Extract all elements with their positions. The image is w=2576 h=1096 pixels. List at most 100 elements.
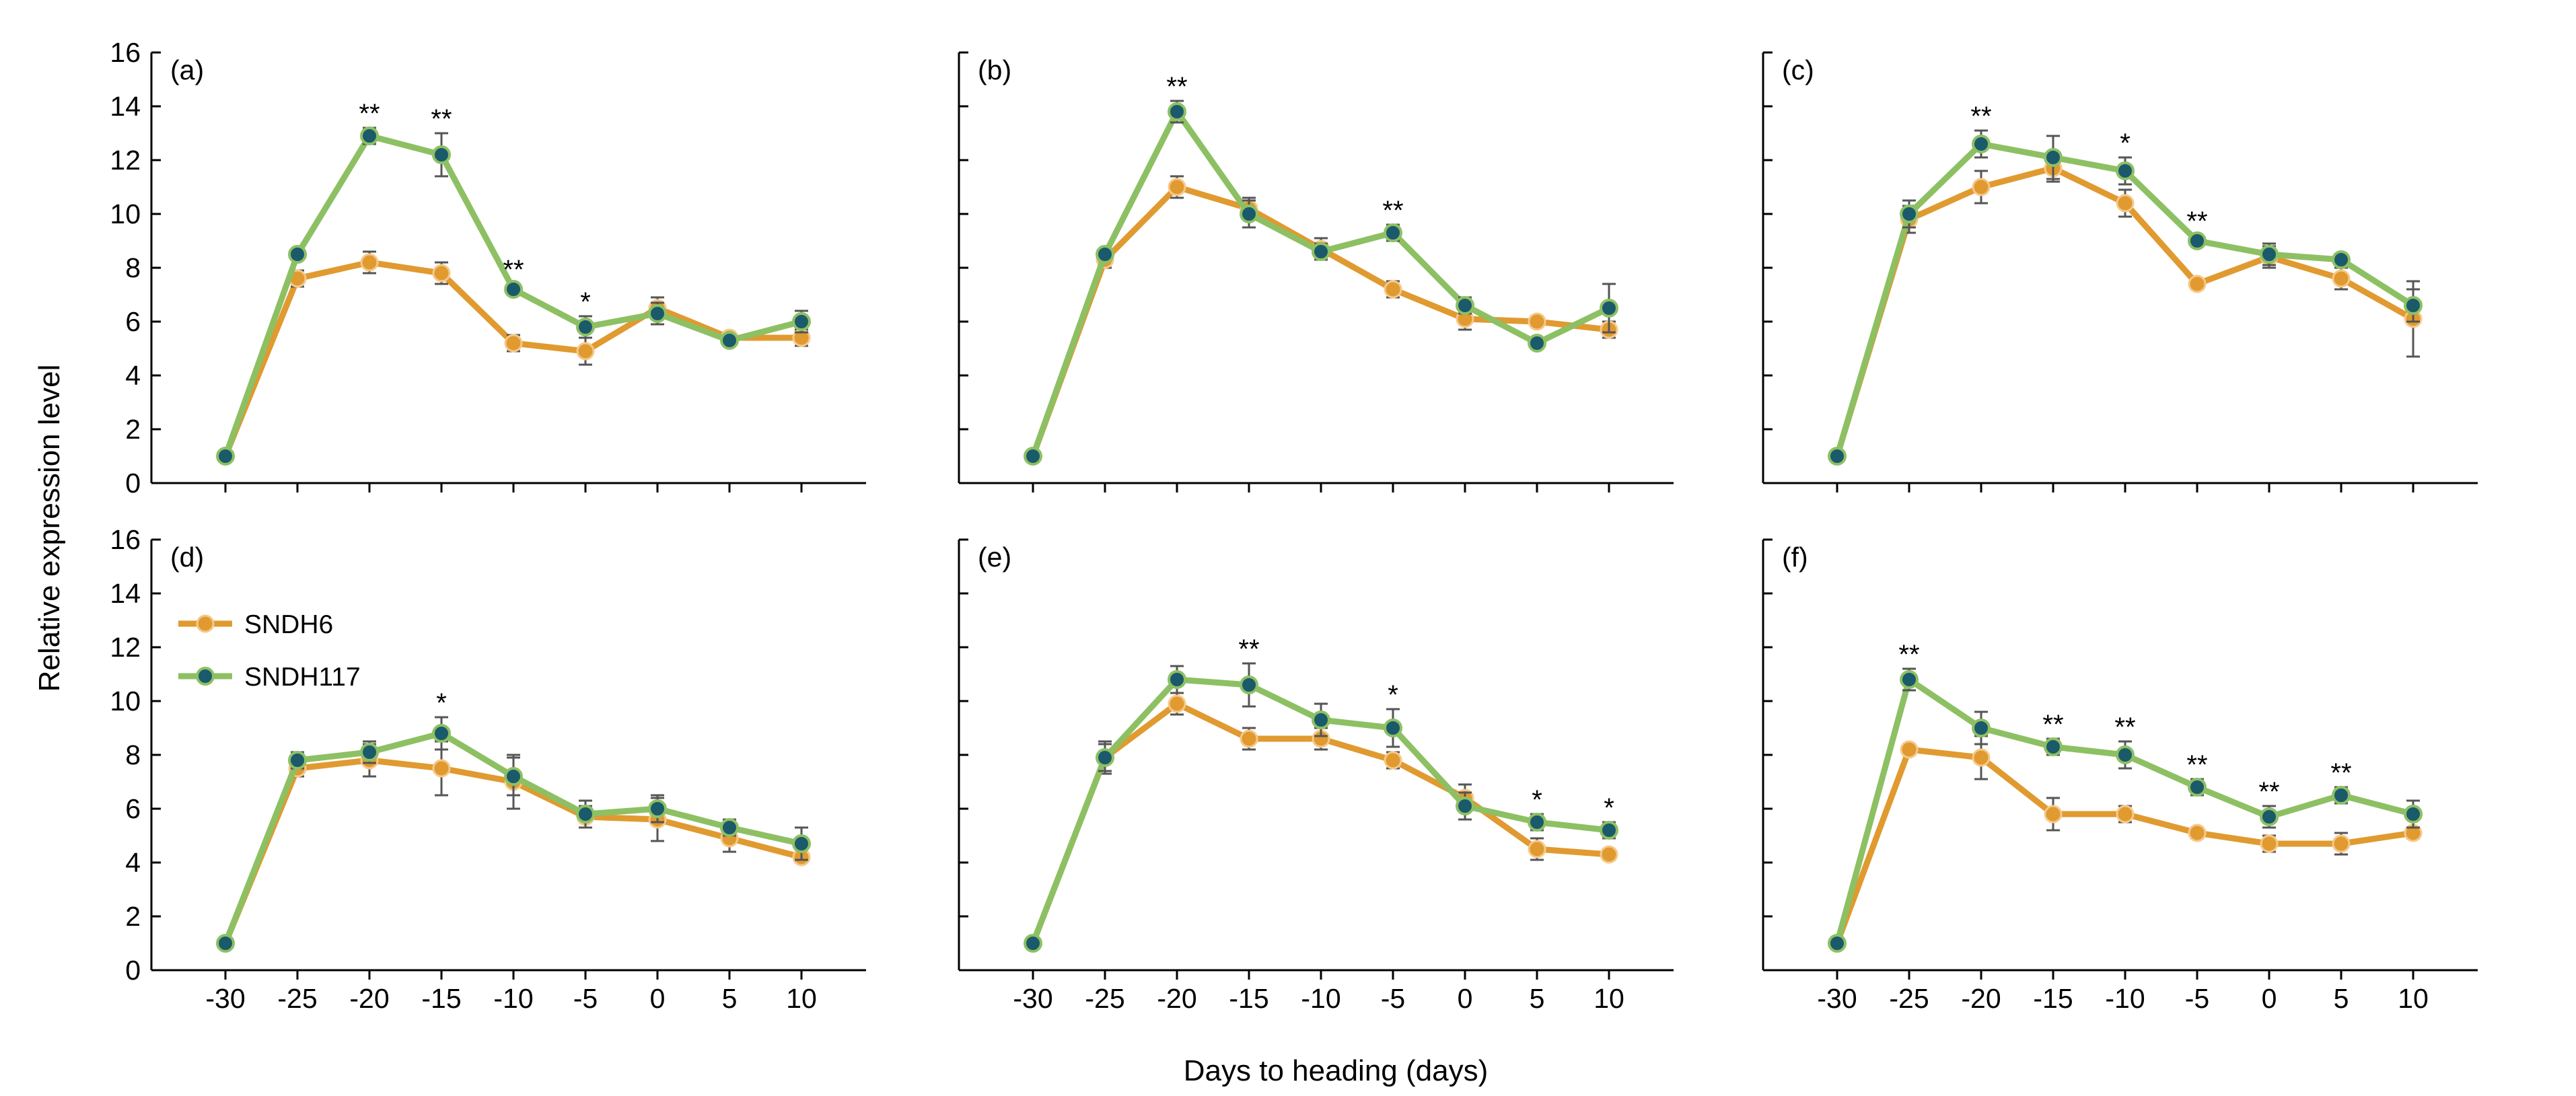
panel-label: (f) bbox=[1782, 542, 1808, 573]
point-sndh6 bbox=[2188, 275, 2207, 293]
point-sndh6 bbox=[2332, 269, 2351, 288]
y-tick-label: 4 bbox=[125, 360, 141, 391]
x-tick-label: -20 bbox=[349, 983, 389, 1014]
point-sndh117 bbox=[648, 304, 667, 323]
point-sndh6 bbox=[1600, 845, 1618, 864]
point-sndh6 bbox=[1168, 694, 1186, 713]
point-sndh117 bbox=[792, 312, 811, 331]
point-sndh117 bbox=[2404, 296, 2423, 315]
point-sndh117 bbox=[2116, 161, 2135, 180]
point-sndh117 bbox=[216, 934, 235, 953]
significance-marker: ** bbox=[2042, 710, 2063, 739]
x-tick-label: -30 bbox=[205, 983, 245, 1014]
point-sndh6 bbox=[1168, 178, 1186, 196]
point-sndh6 bbox=[504, 334, 523, 353]
panel-4: 0 2 4 6 8 10 12 14 16 -30 -25 -20 -15 -10 -5 0 5 10 (d) * SN… bbox=[110, 524, 866, 1014]
x-tick-label: -20 bbox=[1961, 983, 2001, 1014]
x-tick-label: -25 bbox=[277, 983, 317, 1014]
point-sndh117 bbox=[648, 799, 667, 818]
y-tick-label: 4 bbox=[125, 847, 141, 878]
legend-marker-sndh117 bbox=[196, 667, 215, 686]
x-tick-label: -20 bbox=[1157, 983, 1196, 1014]
significance-marker: ** bbox=[359, 99, 380, 129]
point-sndh117 bbox=[1240, 205, 1258, 223]
panel-6: -30 -25 -20 -15 -10 -5 0 5 10 (f) ** ** ** ** ** ** bbox=[1762, 538, 2478, 1014]
y-tick-label: 6 bbox=[125, 793, 141, 824]
panel-label: (d) bbox=[170, 542, 204, 573]
y-tick-label: 2 bbox=[125, 901, 141, 932]
significance-marker: ** bbox=[1166, 72, 1187, 102]
significance-marker: ** bbox=[1382, 196, 1403, 225]
point-sndh117 bbox=[1828, 447, 1847, 466]
point-sndh117 bbox=[432, 724, 451, 743]
point-sndh117 bbox=[720, 331, 739, 350]
y-tick-label: 16 bbox=[110, 524, 141, 555]
significance-marker: * bbox=[1532, 785, 1542, 815]
x-tick-label: -25 bbox=[1889, 983, 1929, 1014]
x-tick-label: 10 bbox=[1594, 983, 1624, 1014]
x-axis-title: Days to heading (days) bbox=[1184, 1054, 1488, 1087]
point-sndh117 bbox=[1456, 296, 1474, 315]
significance-marker: ** bbox=[503, 255, 524, 285]
point-sndh117 bbox=[360, 743, 379, 762]
point-sndh117 bbox=[792, 834, 811, 853]
significance-marker: ** bbox=[1898, 640, 1919, 669]
point-sndh6 bbox=[360, 253, 379, 272]
legend-marker-sndh6 bbox=[196, 614, 215, 633]
point-sndh6 bbox=[1384, 280, 1402, 299]
point-sndh117 bbox=[2260, 245, 2279, 264]
point-sndh117 bbox=[1024, 934, 1042, 953]
point-sndh117 bbox=[1168, 102, 1186, 121]
point-sndh117 bbox=[2404, 805, 2423, 824]
point-sndh117 bbox=[216, 447, 235, 466]
x-tick-label: -15 bbox=[2033, 983, 2073, 1014]
x-tick-label: -10 bbox=[493, 983, 533, 1014]
y-tick-label: 6 bbox=[125, 306, 141, 337]
point-sndh117 bbox=[2188, 778, 2207, 797]
y-tick-label: 14 bbox=[110, 578, 141, 609]
point-sndh117 bbox=[2044, 737, 2063, 756]
point-sndh117 bbox=[1456, 797, 1474, 815]
point-sndh117 bbox=[1600, 821, 1618, 840]
point-sndh6 bbox=[2044, 805, 2063, 824]
x-tick-label: 5 bbox=[1530, 983, 1545, 1014]
x-tick-label: 10 bbox=[786, 983, 817, 1014]
x-tick-label: -10 bbox=[2105, 983, 2145, 1014]
point-sndh117 bbox=[1528, 813, 1546, 832]
point-sndh117 bbox=[1240, 675, 1258, 694]
point-sndh117 bbox=[504, 280, 523, 299]
x-tick-label: -30 bbox=[1013, 983, 1052, 1014]
significance-marker: * bbox=[436, 688, 447, 718]
x-tick-label: -10 bbox=[1301, 983, 1340, 1014]
point-sndh117 bbox=[1600, 299, 1618, 318]
point-sndh6 bbox=[1972, 748, 1991, 767]
point-sndh6 bbox=[432, 264, 451, 283]
point-sndh6 bbox=[1900, 740, 1919, 759]
point-sndh117 bbox=[1384, 223, 1402, 242]
y-tick-label: 16 bbox=[110, 37, 141, 68]
significance-marker: ** bbox=[1238, 634, 1259, 664]
point-sndh117 bbox=[576, 318, 595, 336]
point-sndh6 bbox=[1240, 729, 1258, 748]
point-sndh117 bbox=[720, 818, 739, 837]
panel-3: (c)***** bbox=[1762, 51, 2478, 492]
point-sndh117 bbox=[2332, 786, 2351, 805]
point-sndh117 bbox=[1096, 748, 1114, 767]
panel-5: -30 -25 -20 -15 -10 -5 0 5 10(e)**** * bbox=[958, 538, 1674, 1014]
legend-label-sndh117: SNDH117 bbox=[244, 663, 361, 692]
point-sndh117 bbox=[288, 751, 307, 770]
y-tick-label: 10 bbox=[110, 686, 141, 717]
panel-label: (a) bbox=[170, 54, 204, 85]
series-line-sndh117 bbox=[1030, 108, 1612, 460]
point-sndh6 bbox=[2260, 834, 2279, 853]
y-axis-title: Relative expression level bbox=[33, 365, 66, 692]
x-tick-label: 0 bbox=[2262, 983, 2277, 1014]
point-sndh6 bbox=[432, 759, 451, 778]
point-sndh117 bbox=[1528, 334, 1546, 353]
point-sndh117 bbox=[1312, 710, 1330, 729]
series-line-sndh6 bbox=[1834, 746, 2417, 947]
point-sndh117 bbox=[2260, 807, 2279, 826]
legend-label-sndh6: SNDH6 bbox=[244, 610, 333, 639]
significance-marker: ** bbox=[2186, 207, 2207, 236]
